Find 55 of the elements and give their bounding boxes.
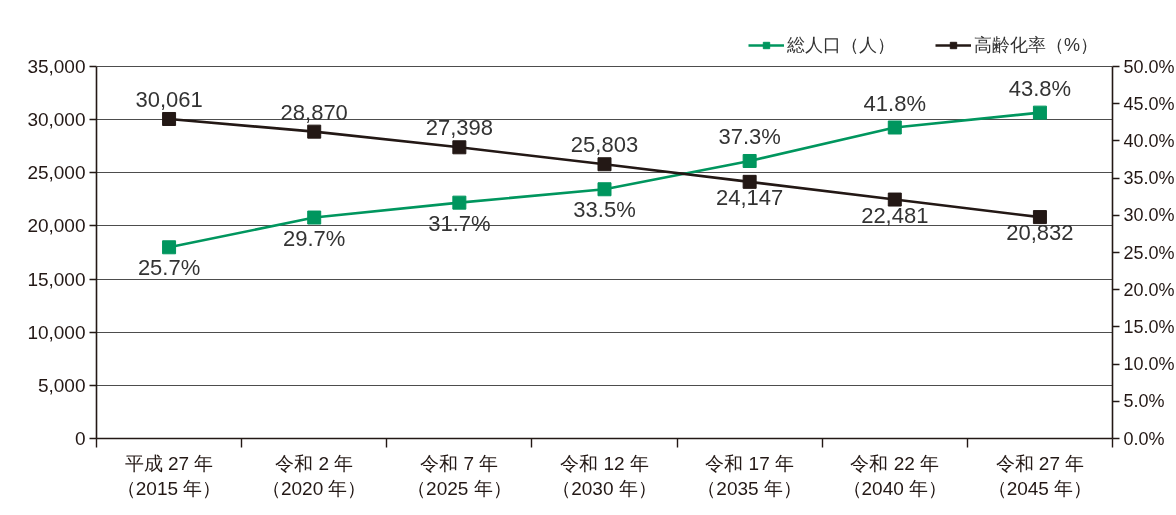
y2-tick-label: 5.0% (1123, 391, 1165, 412)
y2-tick-label: 45.0% (1123, 93, 1175, 114)
x-tick-label: 令和 7 年（2025 年） (407, 452, 512, 499)
y2-tick-label: 15.0% (1123, 316, 1175, 337)
data-label: 37.3% (718, 123, 781, 149)
legend-label: 総人口（人） (787, 34, 895, 57)
data-label: 25,803 (570, 132, 639, 158)
y-tick-label: 10,000 (27, 321, 86, 343)
y2-tick-label: 10.0% (1123, 354, 1175, 375)
data-label: 33.5% (573, 197, 636, 223)
legend-label: 高齢化率（%） (974, 34, 1099, 57)
point (887, 120, 902, 135)
data-label: 20,832 (1006, 220, 1074, 246)
point (162, 111, 177, 126)
y2-tick-label: 35.0% (1123, 168, 1175, 189)
y-tick-label: 0 (74, 428, 86, 449)
data-label: 22,481 (861, 202, 929, 228)
data-label: 24,147 (716, 184, 784, 210)
y2-tick-label: 50.0% (1123, 56, 1175, 77)
point (597, 182, 612, 197)
y2-tick-label: 25.0% (1123, 242, 1175, 263)
y-tick-label: 30,000 (27, 109, 86, 131)
data-label: 43.8% (1008, 75, 1072, 101)
y2-tick-label: 40.0% (1123, 130, 1175, 151)
data-label: 29.7% (283, 225, 346, 251)
data-label: 41.8% (863, 90, 926, 116)
point (162, 240, 177, 255)
point (1032, 210, 1047, 225)
y2-tick-label: 20.0% (1123, 279, 1175, 300)
y-tick-label: 20,000 (27, 215, 86, 237)
y-tick-label: 5,000 (37, 374, 86, 396)
y-tick-label: 35,000 (27, 56, 86, 77)
x-tick-label: 令和 22 年（2040 年） (842, 452, 948, 499)
point (887, 192, 902, 207)
data-label: 25.7% (137, 255, 201, 281)
y-tick-label: 15,000 (27, 268, 86, 290)
data-label: 27,398 (425, 115, 494, 141)
y-tick-label: 25,000 (27, 162, 86, 184)
point (452, 140, 467, 155)
point (1032, 105, 1047, 120)
data-label: 30,061 (135, 86, 203, 112)
y2-tick-label: 30.0% (1123, 205, 1175, 226)
point (742, 153, 757, 168)
point (307, 124, 322, 139)
x-tick-label: 令和 17 年（2035 年） (697, 452, 802, 499)
point (307, 210, 322, 225)
x-tick-label: 令和 12 年（2030 年） (552, 452, 657, 499)
x-tick-label: 平成 27 年（2015 年） (116, 452, 222, 499)
data-label: 28,870 (280, 99, 348, 125)
y2-tick-label: 0.0% (1123, 428, 1165, 449)
point (742, 174, 757, 189)
x-tick-label: 令和 27 年（2045 年） (987, 452, 1093, 499)
point (452, 195, 467, 210)
point (597, 157, 612, 172)
x-tick-label: 令和 2 年（2020 年） (261, 452, 367, 499)
